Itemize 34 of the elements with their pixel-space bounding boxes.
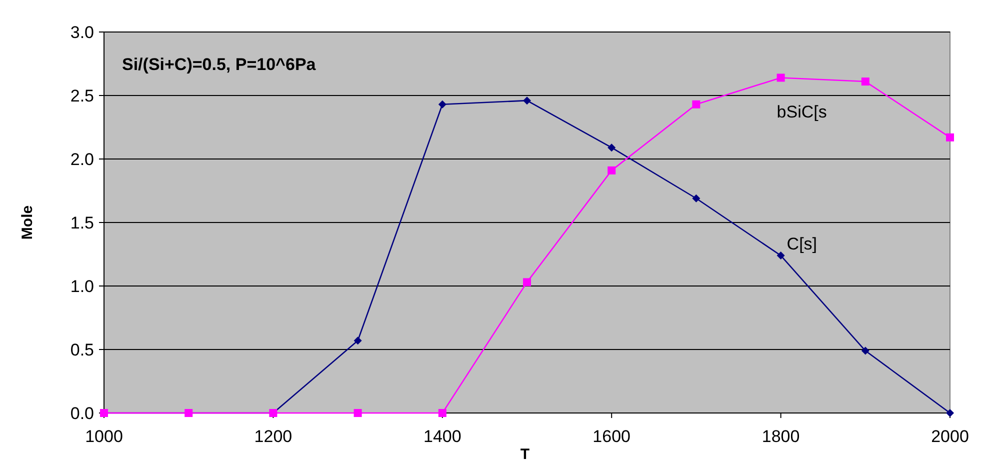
series-label: C[s] bbox=[786, 234, 818, 254]
point bbox=[354, 409, 362, 417]
point bbox=[438, 409, 446, 417]
point bbox=[861, 346, 870, 355]
point bbox=[523, 96, 531, 105]
x-tick-label: 1800 bbox=[762, 427, 800, 446]
point bbox=[608, 166, 616, 174]
point bbox=[692, 100, 700, 108]
x-tick-label: 1600 bbox=[592, 427, 631, 446]
point bbox=[776, 74, 785, 82]
point bbox=[692, 194, 700, 202]
x-tick-label: 1400 bbox=[423, 427, 462, 446]
y-axis-title: Mole bbox=[19, 205, 36, 240]
point bbox=[608, 144, 616, 152]
x-tick-label: 1200 bbox=[254, 427, 292, 446]
y-tick-label: 1.0 bbox=[70, 276, 94, 296]
point bbox=[438, 100, 446, 108]
text: Si/(Si+C)=0.5, P=10^6Pa bbox=[122, 55, 316, 74]
point bbox=[946, 133, 954, 142]
x-axis-title: T bbox=[520, 446, 530, 463]
y-tick-label: 2.0 bbox=[70, 150, 94, 169]
point bbox=[354, 336, 362, 345]
y-tick-label: 3.0 bbox=[70, 22, 94, 42]
point bbox=[946, 409, 954, 417]
x-tick-label: 2000 bbox=[931, 427, 969, 446]
y-tick-label: 1.5 bbox=[70, 213, 94, 232]
y-tick-label: 0.0 bbox=[70, 404, 94, 423]
y-tick-label: 2.5 bbox=[70, 86, 94, 106]
y-tick-label: 0.5 bbox=[70, 340, 94, 360]
point bbox=[776, 252, 785, 260]
series-label: bSiC[s bbox=[776, 102, 827, 122]
point bbox=[861, 78, 870, 86]
x-tick-label: 1000 bbox=[85, 427, 123, 446]
point bbox=[523, 278, 531, 286]
